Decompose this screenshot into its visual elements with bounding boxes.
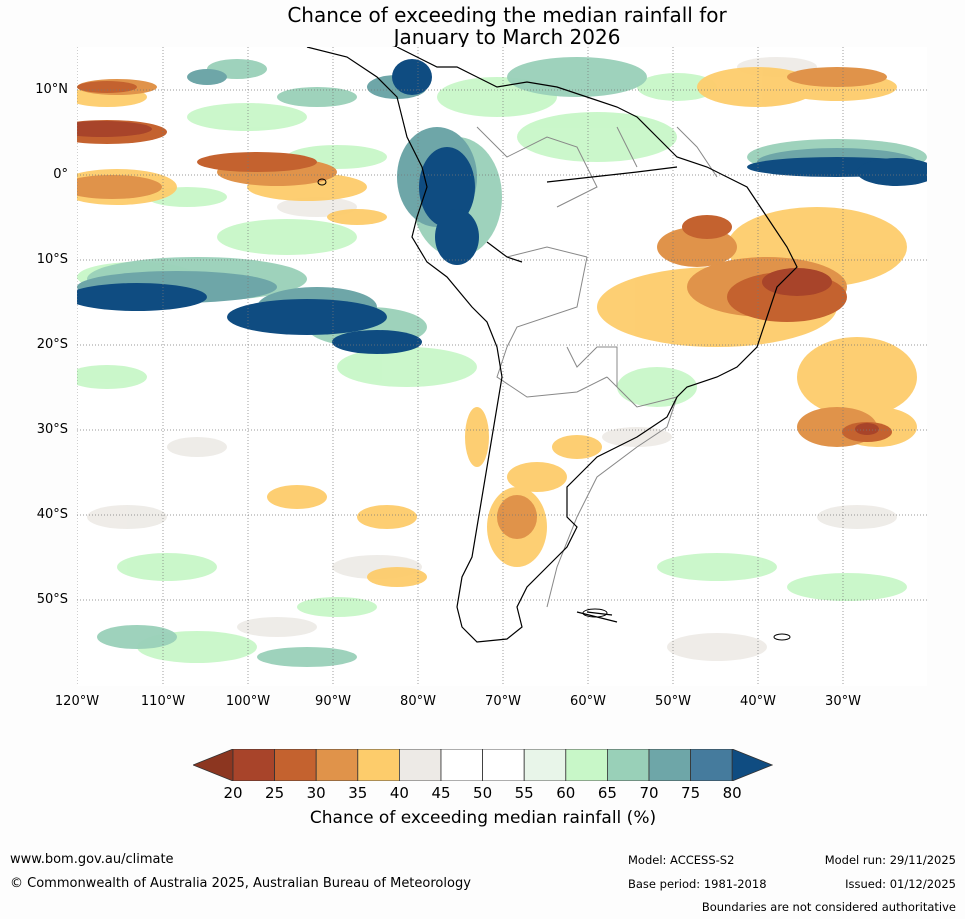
lon-label-110w: 110°W <box>140 694 186 709</box>
website-link[interactable]: www.bom.gov.au/climate <box>10 852 174 867</box>
lon-label-40w: 40°W <box>740 694 776 709</box>
wet-patches-dark <box>77 59 927 354</box>
colorbar-tick-20: 20 <box>223 784 243 802</box>
lon-label-80w: 80°W <box>400 694 436 709</box>
lon-label-90w: 90°W <box>315 694 351 709</box>
lon-label-120w: 120°W <box>54 694 100 709</box>
title-line-1: Chance of exceeding the median rainfall … <box>287 3 727 27</box>
colorbar-segment-30-35 <box>315 748 359 782</box>
islands <box>317 178 791 641</box>
base-period-text: Base period: 1981-2018 <box>628 877 767 891</box>
wet-patches-light <box>77 73 907 663</box>
colorbar-segment-65-70 <box>606 748 650 782</box>
lon-label-30w: 30°W <box>825 694 861 709</box>
lat-label-20s: 20°S <box>36 337 68 352</box>
colorbar-tick-35: 35 <box>348 784 368 802</box>
colorbar-svg <box>191 748 774 782</box>
colorbar-tick-55: 55 <box>514 784 534 802</box>
colorbar-segment-75-80 <box>690 748 733 782</box>
colorbar-tick-70: 70 <box>639 784 659 802</box>
colorbar-over-arrow <box>731 748 774 782</box>
colorbar-tick-45: 45 <box>431 784 451 802</box>
lat-label-10n: 10°N <box>35 82 68 97</box>
colorbar-tick-40: 40 <box>389 784 409 802</box>
map-title: Chance of exceeding the median rainfall … <box>0 4 965 48</box>
rainfall-map-svg <box>77 47 927 686</box>
country-boundaries <box>476 126 718 608</box>
colorbar-segment-50-55 <box>482 748 525 782</box>
colorbar-segment-60-65 <box>565 748 608 782</box>
colorbar-tick-65: 65 <box>597 784 617 802</box>
colorbar-segment-70-75 <box>648 748 691 782</box>
lat-label-10s: 10°S <box>36 252 68 267</box>
colorbar-segment-45-50 <box>440 748 483 782</box>
colorbar-segment-55-60 <box>523 748 567 782</box>
colorbar-segment-25-30 <box>274 748 317 782</box>
lon-label-70w: 70°W <box>485 694 521 709</box>
colorbar-tick-80: 80 <box>722 784 742 802</box>
lat-label-40s: 40°S <box>36 507 68 522</box>
colorbar-tick-30: 30 <box>306 784 326 802</box>
boundaries-note: Boundaries are not considered authoritat… <box>701 900 956 914</box>
colorbar-segment-20-25 <box>232 748 275 782</box>
rainfall-map <box>77 47 927 686</box>
issued-text: Issued: 01/12/2025 <box>845 877 956 891</box>
lat-label-50s: 50°S <box>36 592 68 607</box>
colorbar-tick-75: 75 <box>681 784 701 802</box>
lon-label-100w: 100°W <box>225 694 271 709</box>
lon-label-60w: 60°W <box>570 694 606 709</box>
copyright-text: © Commonwealth of Australia 2025, Austra… <box>10 876 471 891</box>
lat-label-30s: 30°S <box>36 422 68 437</box>
dry-patches-darkest <box>77 121 879 435</box>
model-text: Model: ACCESS-S2 <box>628 853 735 867</box>
graticule <box>77 47 927 686</box>
colorbar-segment-40-45 <box>398 748 442 782</box>
colorbar-under-arrow <box>191 748 234 782</box>
lat-label-0: 0° <box>53 167 68 182</box>
model-run-text: Model run: 29/11/2025 <box>824 853 956 867</box>
lon-label-50w: 50°W <box>655 694 691 709</box>
colorbar-segment-35-40 <box>357 748 400 782</box>
colorbar-tick-50: 50 <box>473 784 493 802</box>
colorbar <box>191 748 774 785</box>
colorbar-tick-60: 60 <box>556 784 576 802</box>
colorbar-tick-25: 25 <box>265 784 285 802</box>
colorbar-label: Chance of exceeding median rainfall (%) <box>309 808 657 828</box>
title-line-2: January to March 2026 <box>393 25 621 49</box>
